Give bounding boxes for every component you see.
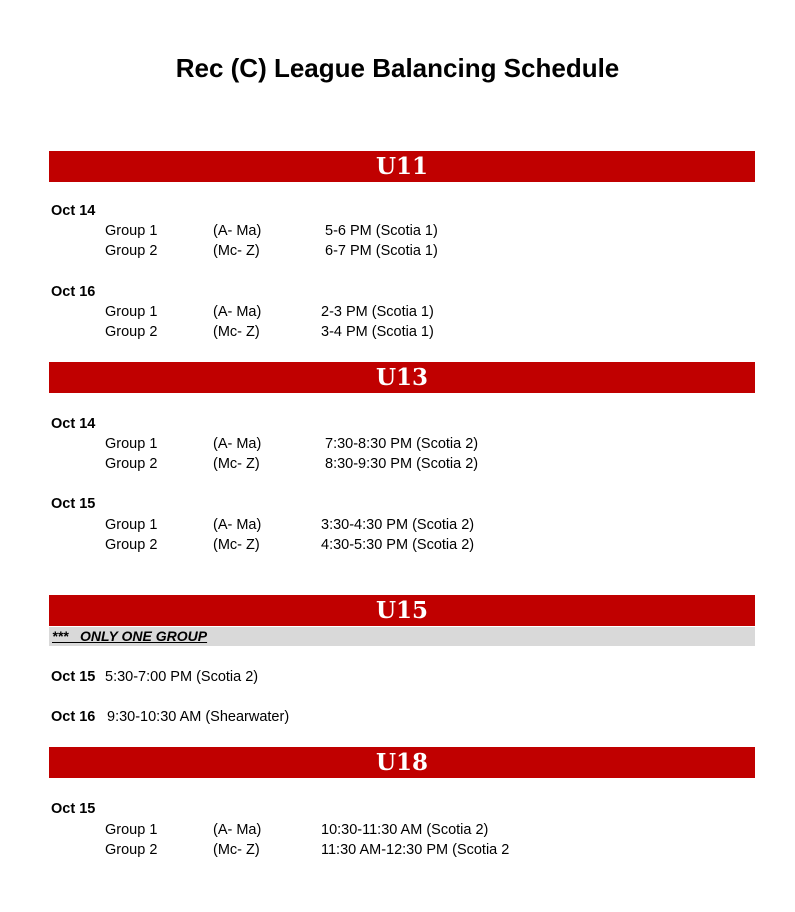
group-label: Group 2 [105,324,158,340]
name-range: (Mc- Z) [213,243,260,259]
name-range: (A- Ma) [213,822,262,838]
group-label: Group 1 [105,822,158,838]
time-slot: 4:30-5:30 PM (Scotia 2) [321,537,475,553]
section-header-u13: U13 [49,362,755,393]
date-label: Oct 16 [51,709,96,725]
note-text: *** ONLY ONE GROUP [52,628,208,644]
time-slot: 2-3 PM (Scotia 1) [321,304,434,320]
section-header-u18: U18 [49,747,755,778]
section-header-u15: U15 [49,595,755,626]
note-banner: *** ONLY ONE GROUP [49,627,755,646]
group-label: Group 1 [105,436,158,452]
group-label: Group 1 [105,304,158,320]
time-slot: 3:30-4:30 PM (Scotia 2) [321,517,475,533]
time-slot: 3-4 PM (Scotia 1) [321,324,434,340]
name-range: (Mc- Z) [213,456,260,472]
time-slot: 11:30 AM-12:30 PM (Scotia 2 [321,842,510,858]
time-slot: 5-6 PM (Scotia 1) [325,223,438,239]
section-header-u11: U11 [49,151,755,182]
name-range: (Mc- Z) [213,537,260,553]
page-title: Rec (C) League Balancing Schedule [175,53,620,83]
name-range: (Mc- Z) [213,842,260,858]
date-label: Oct 14 [51,203,96,219]
name-range: (A- Ma) [213,223,262,239]
name-range: (A- Ma) [213,436,262,452]
group-label: Group 2 [105,537,158,553]
date-label: Oct 14 [51,416,96,432]
group-label: Group 1 [105,223,158,239]
time-slot: 5:30-7:00 PM (Scotia 2) [105,669,259,685]
time-slot: 9:30-10:30 AM (Shearwater) [107,709,290,725]
group-label: Group 2 [105,842,158,858]
date-label: Oct 16 [51,284,96,300]
time-slot: 10:30-11:30 AM (Scotia 2) [321,822,489,838]
date-label: Oct 15 [51,669,96,685]
name-range: (A- Ma) [213,304,262,320]
group-label: Group 2 [105,456,158,472]
date-label: Oct 15 [51,496,96,512]
name-range: (A- Ma) [213,517,262,533]
time-slot: 8:30-9:30 PM (Scotia 2) [325,456,479,472]
time-slot: 7:30-8:30 PM (Scotia 2) [325,436,479,452]
group-label: Group 2 [105,243,158,259]
group-label: Group 1 [105,517,158,533]
time-slot: 6-7 PM (Scotia 1) [325,243,438,259]
name-range: (Mc- Z) [213,324,260,340]
date-label: Oct 15 [51,801,96,817]
